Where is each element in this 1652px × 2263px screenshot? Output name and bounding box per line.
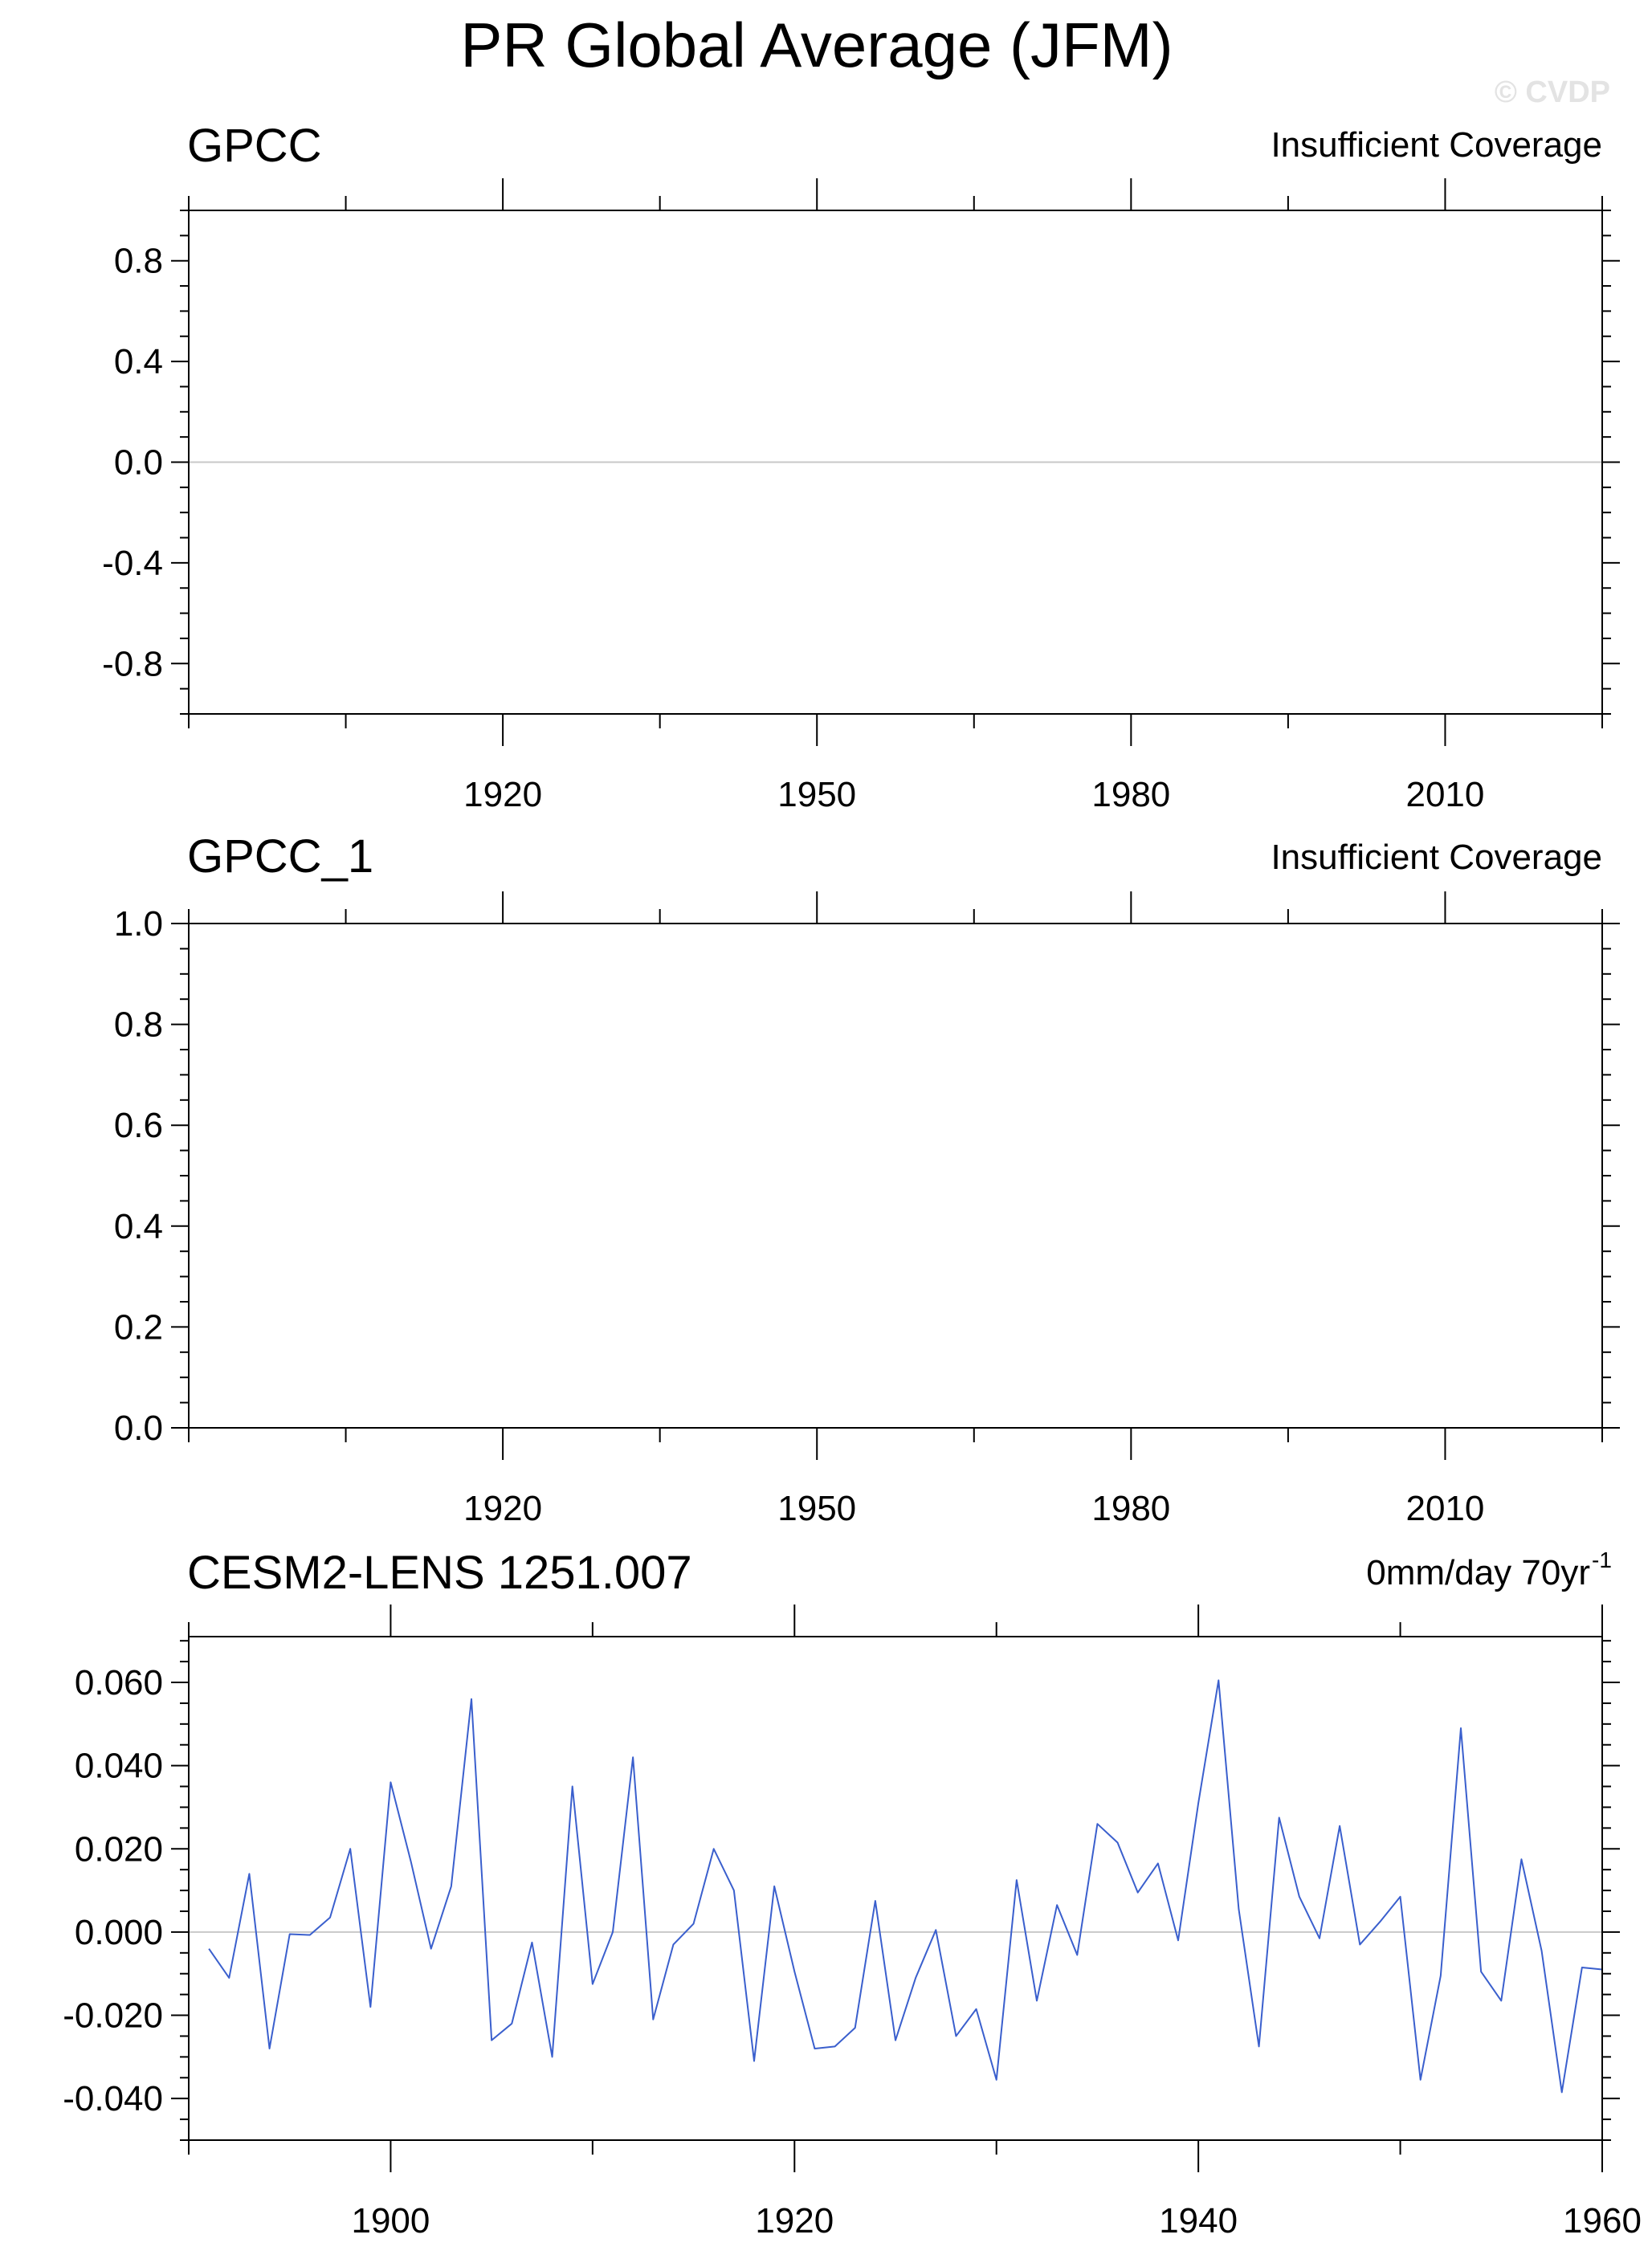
panel-title: GPCC_1: [187, 830, 373, 883]
y-tick-label: 0.020: [75, 1829, 163, 1869]
x-tick-label: 1920: [463, 775, 542, 814]
plot-frame: [188, 210, 1603, 715]
y-tick-label: -0.4: [102, 544, 163, 583]
y-tick-label: 0.0: [114, 443, 163, 483]
annotation-main: 0mm/day 70yr: [1366, 1553, 1590, 1592]
figure-title: PR Global Average (JFM): [460, 10, 1173, 80]
y-tick-label: 0.060: [75, 1663, 163, 1702]
x-tick-label: 1920: [463, 1489, 542, 1528]
x-tick-label: 1940: [1159, 2201, 1238, 2241]
y-tick-label: -0.040: [63, 2079, 163, 2118]
panel-title: CESM2-LENS 1251.007: [187, 1547, 692, 1599]
annotation-superscript: -1: [1592, 1547, 1612, 1572]
panel-annotation: Insufficient Coverage: [1271, 838, 1602, 877]
watermark: © CVDP: [1495, 75, 1610, 109]
y-tick-label: 0.4: [114, 1207, 163, 1246]
plot-frame: [188, 923, 1603, 1429]
x-tick-label: 2010: [1405, 1489, 1484, 1528]
y-tick-label: -0.8: [102, 644, 163, 683]
y-tick-label: 0.2: [114, 1307, 163, 1347]
panel-cesm2-lens: CESM2-LENS 1251.007 0mm/day 70yr -1 -0.0…: [63, 1547, 1642, 2241]
panel-gpcc-1: GPCC_1 Insufficient Coverage 0.00.20.40.…: [114, 830, 1620, 1528]
x-tick-label: 1950: [777, 1489, 856, 1528]
y-tick-label: 0.8: [114, 1005, 163, 1045]
y-tick-label: 0.8: [114, 242, 163, 281]
x-tick-label: 1980: [1091, 1489, 1170, 1528]
y-tick-label: 0.040: [75, 1747, 163, 1786]
x-tick-label: 1900: [351, 2201, 430, 2241]
y-tick-label: 0.6: [114, 1106, 163, 1145]
y-tick-label: -0.020: [63, 1996, 163, 2036]
x-tick-label: 2010: [1405, 775, 1484, 814]
plot-frame: [188, 1636, 1603, 2141]
y-tick-label: 0.4: [114, 342, 163, 381]
plot-area-gpcc-1: 0.0 0.2 0.4 0.6 0.8 1.0 1920 1950 1980 2010: [114, 891, 1620, 1528]
panel-annotation: Insufficient Coverage: [1271, 125, 1602, 165]
x-tick-label: 1920: [755, 2201, 834, 2241]
y-tick-label: 1.0: [114, 904, 163, 944]
y-tick-label: 0.000: [75, 1913, 163, 1952]
x-tick-label: 1950: [777, 775, 856, 814]
plot-area-cesm2-lens: -0.040 -0.020 0.000 0.020 0.040 0.060 1900 1920…: [63, 1604, 1642, 2241]
panel-title: GPCC: [187, 120, 322, 172]
panel-annotation: 0mm/day 70yr: [1366, 1553, 1590, 1592]
x-tick-label: 1980: [1091, 775, 1170, 814]
x-tick-label: 1960: [1563, 2201, 1642, 2241]
panel-gpcc: GPCC Insufficient Coverage -0.8 -0.4 0.0 0.…: [102, 120, 1620, 814]
plot-area-gpcc: -0.8 -0.4 0.0 0.4 0.8 1920 1950 1980 2010: [102, 178, 1620, 814]
series-line: [208, 1679, 1603, 2094]
y-tick-label: 0.0: [114, 1409, 163, 1448]
